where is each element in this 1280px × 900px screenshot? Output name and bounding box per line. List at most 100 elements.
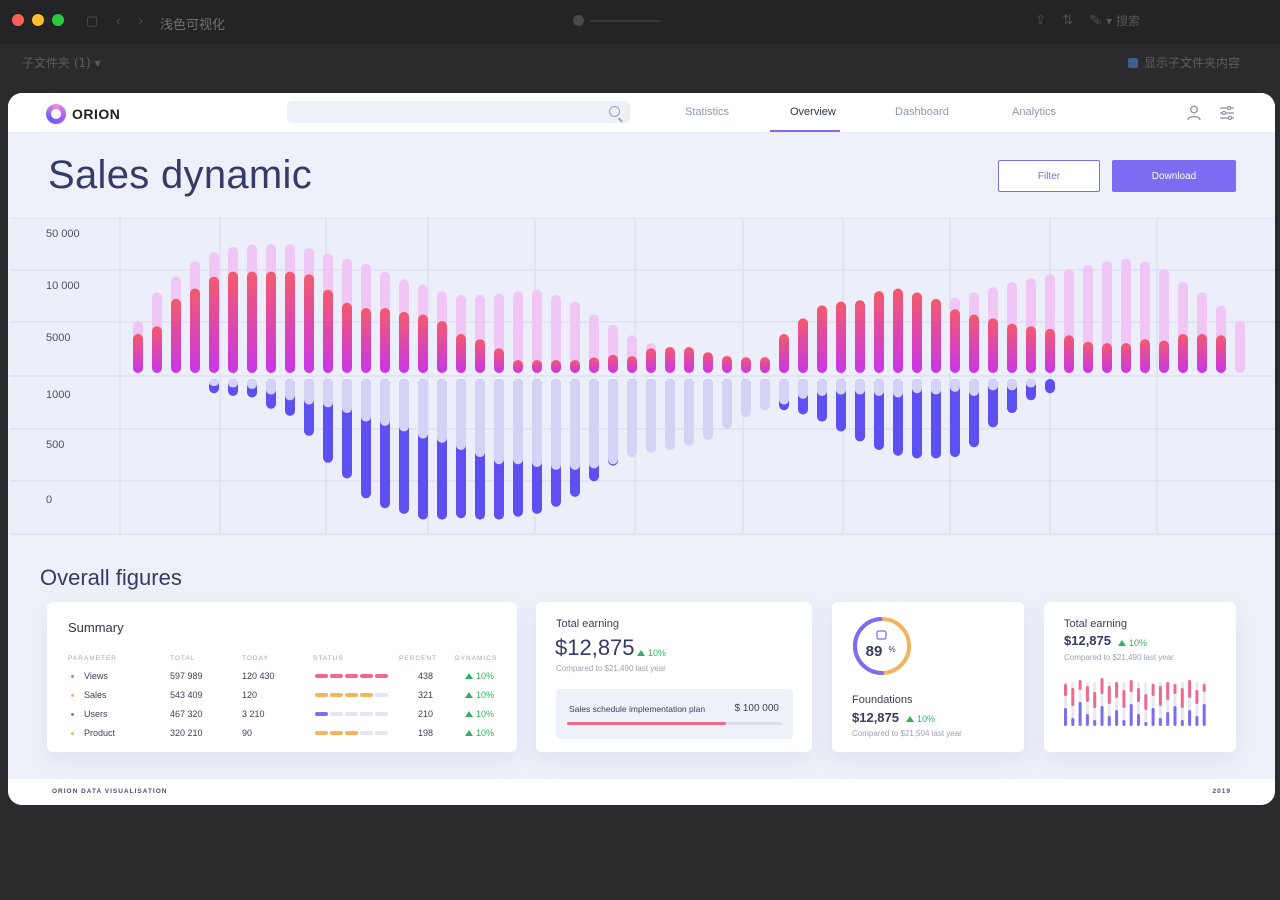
mini-bar-upper bbox=[1122, 690, 1126, 708]
status-segment bbox=[315, 674, 328, 678]
orion-logo-icon bbox=[46, 104, 66, 124]
brand-logo[interactable]: ORION bbox=[46, 104, 120, 124]
share-icon[interactable]: ⇪ bbox=[1035, 12, 1047, 27]
column-header: PARAMETER bbox=[68, 655, 117, 662]
cell-param: Product bbox=[84, 728, 116, 738]
sort-icon[interactable]: ⇅ bbox=[1062, 12, 1074, 27]
upper-bar bbox=[532, 360, 542, 373]
download-button[interactable]: Download bbox=[1112, 160, 1236, 192]
active-tab-indicator bbox=[770, 130, 840, 132]
upper-bar bbox=[1083, 341, 1093, 373]
y-tick-label: 500 bbox=[46, 439, 65, 451]
lower-light-bar bbox=[418, 379, 428, 439]
finder-subbar bbox=[0, 44, 1280, 80]
status-segment bbox=[360, 693, 373, 697]
lower-light-bar bbox=[817, 379, 827, 396]
y-tick-label: 0 bbox=[46, 494, 53, 506]
search-input[interactable] bbox=[287, 101, 630, 123]
table-row[interactable]: Sales 543 409 120 321 10% bbox=[47, 690, 517, 704]
lower-light-bar bbox=[608, 379, 618, 465]
edit-icon[interactable]: ✎ bbox=[1089, 12, 1100, 27]
upper-bar bbox=[589, 357, 599, 373]
back-icon[interactable]: ‹ bbox=[116, 13, 121, 28]
mini-bar-upper bbox=[1093, 692, 1097, 708]
upper-bar bbox=[418, 314, 428, 373]
tab-statistics[interactable]: Statistics bbox=[685, 106, 730, 118]
upper-bar bbox=[437, 321, 447, 373]
page-title: Sales dynamic bbox=[48, 153, 313, 197]
upper-bar bbox=[608, 354, 618, 373]
folder-selector[interactable]: 子文件夹 (1) ▾ bbox=[22, 56, 101, 70]
lower-light-bar bbox=[665, 379, 675, 450]
user-icon[interactable] bbox=[1187, 105, 1201, 121]
table-row[interactable]: Users 467 320 3 210 210 10% bbox=[47, 709, 517, 723]
settings-sliders-icon[interactable] bbox=[1219, 106, 1235, 120]
mini-bar-lower bbox=[1107, 716, 1111, 726]
upper-bar bbox=[456, 334, 466, 373]
status-segment bbox=[345, 674, 358, 678]
minimize-window-button[interactable] bbox=[32, 14, 44, 26]
lower-light-bar bbox=[532, 379, 542, 467]
upper-bar bbox=[247, 271, 257, 373]
sidebar-toggle-icon[interactable]: ▢ bbox=[86, 13, 99, 28]
mini-bar-upper bbox=[1071, 688, 1075, 706]
lower-light-bar bbox=[323, 379, 333, 408]
forward-icon[interactable]: › bbox=[138, 13, 143, 28]
status-segment bbox=[360, 712, 373, 716]
cell-dynamics: 10% bbox=[465, 671, 494, 681]
chart-background bbox=[10, 218, 1275, 538]
lower-light-bar bbox=[456, 379, 466, 450]
status-segment bbox=[315, 712, 328, 716]
mini-bar-lower bbox=[1202, 704, 1206, 726]
dynamics-text: 10% bbox=[476, 690, 495, 700]
upper-bar bbox=[1216, 335, 1226, 373]
earning-label: Total earning bbox=[556, 618, 619, 630]
dynamics-text: 10% bbox=[476, 728, 495, 738]
lower-bar bbox=[893, 379, 903, 456]
plan-value: $ 100 000 bbox=[734, 703, 780, 714]
tab-dashboard[interactable]: Dashboard bbox=[895, 106, 949, 118]
status-segment bbox=[375, 712, 388, 716]
titlebar-tools: ▢ ‹ › bbox=[86, 13, 143, 29]
row-dot bbox=[71, 675, 74, 678]
upper-bar bbox=[1197, 334, 1207, 373]
lower-light-bar bbox=[741, 379, 751, 418]
section-title: Overall figures bbox=[40, 565, 182, 590]
earning2-compare: Compared to $21,490 last year bbox=[1064, 653, 1174, 662]
upper-bar bbox=[1178, 334, 1188, 373]
lower-light-bar bbox=[855, 379, 865, 395]
summary-card: Summary PARAMETER TOTAL TODAY STATUS PER… bbox=[47, 602, 517, 752]
column-header: DYNAMICS bbox=[455, 655, 498, 662]
foundations-pct-text: 10% bbox=[917, 714, 936, 724]
filter-button[interactable]: Filter bbox=[998, 160, 1100, 192]
earning2-label: Total earning bbox=[1064, 618, 1127, 630]
close-window-button[interactable] bbox=[12, 14, 24, 26]
lower-light-bar bbox=[209, 379, 219, 387]
foundations-pct: 10% bbox=[906, 714, 935, 724]
os-search[interactable]: ⌕ ▾ 搜索 bbox=[1095, 14, 1140, 28]
table-row[interactable]: Views 597 989 120 430 438 10% bbox=[47, 671, 517, 685]
status-segment bbox=[330, 712, 343, 716]
status-segment bbox=[375, 731, 388, 735]
up-arrow-icon bbox=[465, 730, 473, 736]
mini-bar-upper bbox=[1202, 684, 1206, 692]
upper-light-bar bbox=[551, 295, 561, 373]
status-bar bbox=[315, 674, 388, 678]
upper-light-bar bbox=[570, 301, 580, 373]
upper-bar bbox=[1102, 343, 1112, 373]
table-row[interactable]: Product 320 210 90 198 10% bbox=[47, 728, 517, 742]
upper-bar bbox=[893, 288, 903, 373]
cell-dynamics: 10% bbox=[465, 709, 494, 719]
checkbox-icon[interactable] bbox=[1127, 58, 1138, 68]
show-subfolder-toggle[interactable]: 显示子文件夹内容 bbox=[1127, 54, 1240, 71]
search-icon[interactable] bbox=[609, 106, 620, 117]
zoom-window-button[interactable] bbox=[52, 14, 64, 26]
lower-bar bbox=[969, 379, 979, 448]
tab-analytics[interactable]: Analytics bbox=[1012, 106, 1057, 118]
upper-bar bbox=[817, 305, 827, 373]
upper-bar bbox=[494, 348, 504, 373]
tab-overview[interactable]: Overview bbox=[790, 106, 836, 118]
footer: ORION DATA VISUALISATION 2019 bbox=[8, 779, 1275, 805]
mini-bar-lower bbox=[1137, 714, 1140, 726]
lower-light-bar bbox=[798, 379, 808, 399]
